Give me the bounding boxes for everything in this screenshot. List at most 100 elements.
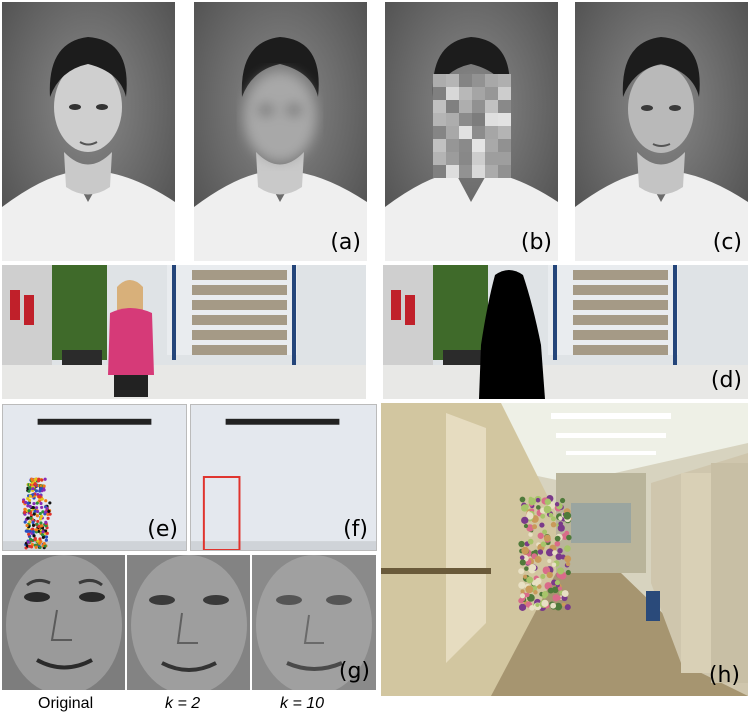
pixel-block (472, 100, 485, 113)
flower-dot (526, 576, 534, 584)
scramble-dot (31, 520, 35, 525)
flower-dot (521, 546, 529, 555)
face-k2 (127, 555, 250, 690)
scramble-dot (34, 489, 39, 493)
flower-dot (533, 549, 538, 554)
flower-dot (542, 529, 548, 535)
scramble-dot (41, 530, 45, 534)
scramble-dot (26, 504, 30, 508)
flower-dot (528, 497, 536, 506)
scramble-dot (38, 495, 42, 499)
scramble-dot (42, 484, 46, 488)
flower-dot (552, 586, 559, 594)
flower-dot (536, 584, 542, 589)
wall-bounding-box: (f) (190, 404, 377, 551)
scramble-dot (44, 499, 48, 503)
scramble-dot (38, 541, 42, 545)
pixel-block (446, 113, 459, 126)
pixel-block (485, 139, 498, 152)
caption-k10: k = 10 (280, 695, 325, 712)
pixel-block (446, 165, 459, 178)
flower-dot (566, 534, 572, 541)
scramble-dot (27, 509, 31, 513)
scramble-dot (23, 520, 27, 524)
scramble-dot (31, 530, 35, 534)
pixel-block (498, 165, 511, 178)
pixel-block (485, 152, 498, 165)
flower-dot (561, 602, 566, 607)
pixel-block (459, 113, 472, 126)
hallway-original (2, 265, 366, 399)
scramble-dot (33, 477, 37, 482)
scramble-dot (39, 521, 43, 525)
flower-dot (544, 498, 552, 505)
flower-dot (564, 530, 570, 536)
flower-dot (547, 587, 554, 594)
scramble-dot (38, 517, 43, 521)
label-e: (e) (147, 517, 178, 542)
pixel-block (485, 74, 498, 87)
scramble-dot (43, 510, 48, 514)
scramble-dot (39, 514, 44, 519)
scramble-dot (36, 479, 41, 483)
flower-dot (558, 521, 564, 527)
pixel-block (498, 87, 511, 100)
scramble-dot (46, 516, 50, 520)
scramble-dot (39, 501, 43, 506)
flower-dot (552, 594, 560, 602)
scramble-dot (33, 538, 37, 542)
pixel-block (472, 87, 485, 100)
caption-k2: k = 2 (165, 695, 201, 712)
flower-dot (523, 523, 529, 529)
flower-dot (524, 566, 529, 571)
flower-dot (518, 603, 527, 611)
pixel-block (459, 139, 472, 152)
scramble-dot (23, 507, 27, 511)
flower-dot (537, 549, 544, 555)
scramble-dot (40, 533, 45, 537)
flower-dot (555, 553, 563, 560)
pixel-block (433, 126, 446, 139)
scramble-dot (48, 512, 52, 516)
flower-dot (557, 548, 563, 554)
pixel-block (472, 74, 485, 87)
scramble-dot (26, 516, 30, 520)
flower-dot (520, 589, 525, 594)
flower-dot (543, 534, 551, 542)
scramble-dot (31, 523, 36, 527)
scramble-dot (23, 510, 27, 514)
face-k10 (252, 555, 376, 690)
pixel-block (459, 100, 472, 113)
pixel-block (498, 113, 511, 126)
flower-dot (519, 559, 526, 566)
flower-dot (521, 516, 529, 525)
flower-dot (540, 541, 547, 547)
scramble-dot (38, 537, 42, 541)
flower-dot (536, 505, 541, 510)
scramble-dot (26, 496, 30, 501)
scramble-dot (26, 529, 30, 533)
flower-dot (557, 567, 565, 575)
flower-dot (533, 590, 538, 595)
flower-dot (526, 512, 534, 520)
flower-dot (554, 602, 563, 611)
person-bounding-box (202, 476, 241, 550)
scramble-dot (28, 537, 33, 541)
flower-dot (519, 496, 526, 503)
flower-dot (548, 512, 554, 518)
flower-dot (531, 581, 537, 586)
pixel-block (446, 139, 459, 152)
scramble-dot (31, 487, 35, 491)
pixel-block (485, 113, 498, 126)
pixel-block (485, 100, 498, 113)
scramble-dot (25, 523, 29, 528)
scramble-dot (40, 497, 44, 501)
faces-k-anonymity: (g) (2, 555, 376, 690)
scramble-dot (30, 542, 34, 547)
flower-dot (564, 545, 571, 552)
pixel-block (433, 100, 446, 113)
flower-dot (528, 532, 533, 537)
scramble-dot (40, 478, 44, 482)
flower-dot (534, 577, 542, 585)
flower-dot (539, 522, 545, 528)
